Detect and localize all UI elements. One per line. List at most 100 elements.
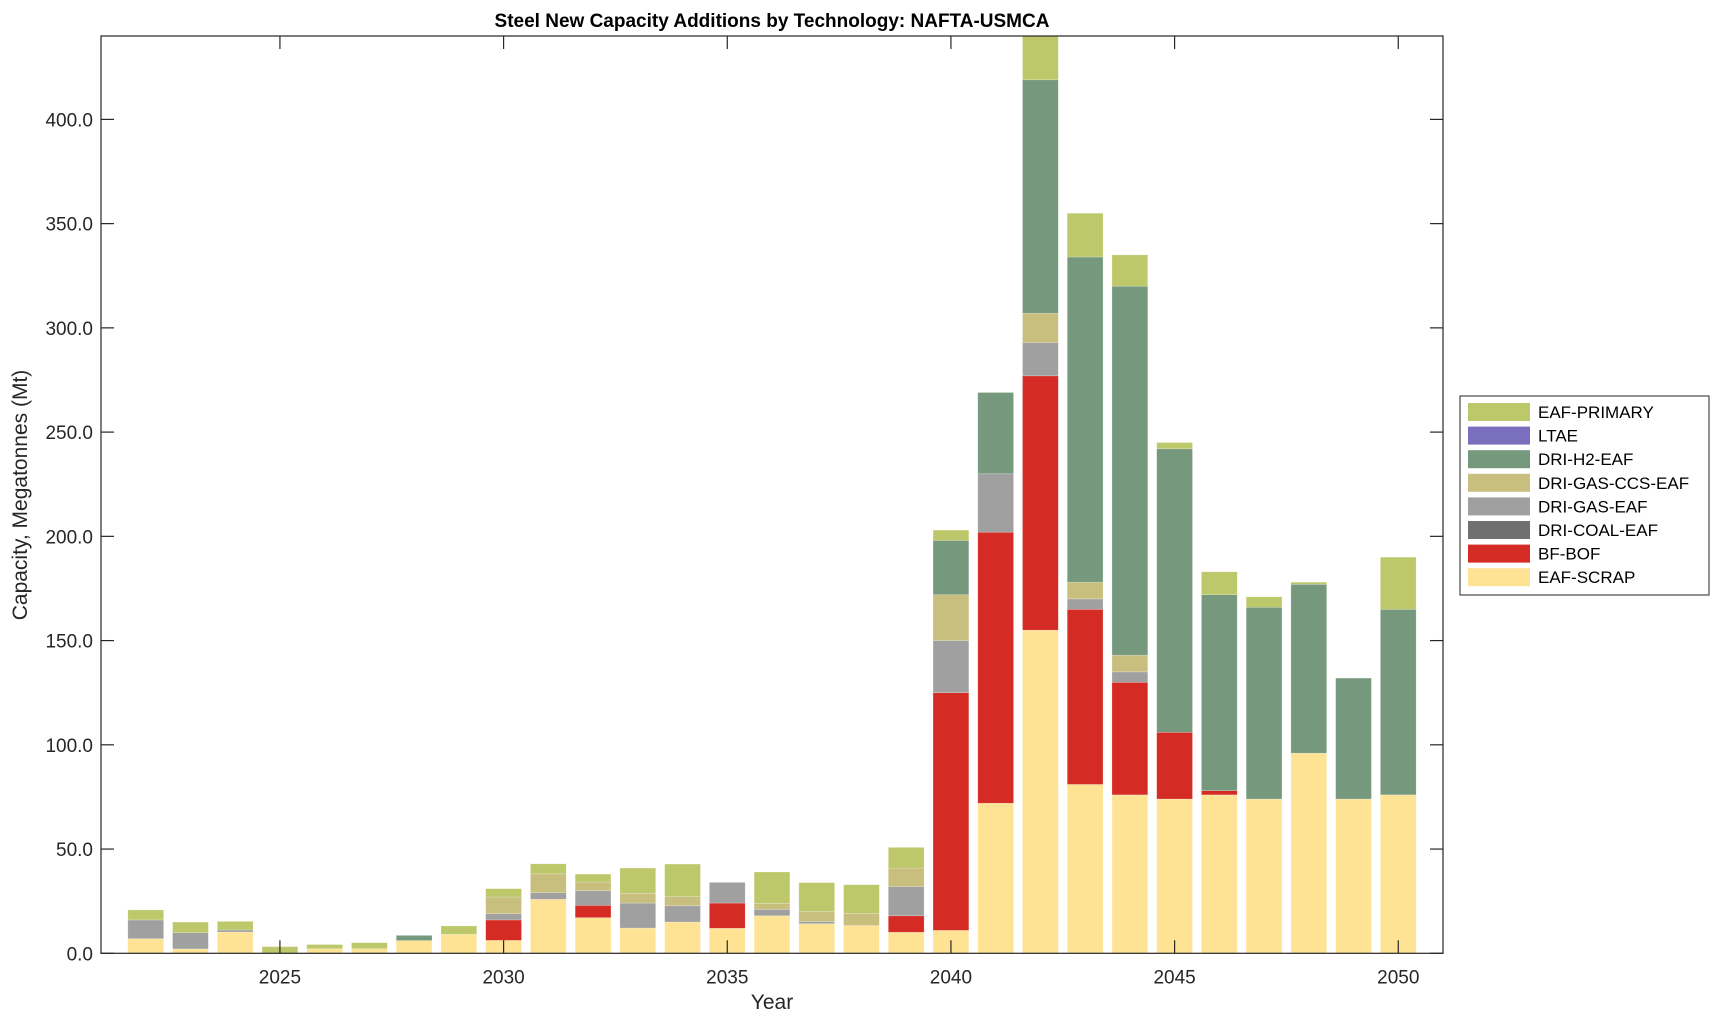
bar-segment-eaf-scrap-2033 bbox=[619, 927, 656, 954]
bar-segment-eaf-scrap-2046 bbox=[1201, 794, 1238, 954]
bar-segment-eaf-scrap-2029 bbox=[440, 934, 478, 954]
bar-segment-dri-gas-eaf-2032 bbox=[574, 890, 612, 906]
legend-label: DRI-COAL-EAF bbox=[1538, 521, 1658, 540]
x-tick-label: 2025 bbox=[259, 967, 301, 988]
y-tick-label: 100.0 bbox=[45, 736, 93, 757]
bar-segment-eaf-primary-2046 bbox=[1201, 571, 1238, 596]
bar-segment-eaf-primary-2048 bbox=[1290, 581, 1327, 585]
bar-segment-eaf-scrap-2049 bbox=[1335, 798, 1372, 954]
bar-segment-dri-gas-ccs-eaf-2044 bbox=[1111, 654, 1149, 673]
bar-segment-dri-gas-ccs-eaf-2040 bbox=[932, 594, 970, 641]
bar-segment-eaf-primary-2043 bbox=[1066, 212, 1104, 258]
bar-segment-eaf-primary-2022 bbox=[127, 909, 164, 921]
bar-segment-eaf-scrap-2028 bbox=[395, 940, 433, 954]
bar-segment-eaf-scrap-2027 bbox=[351, 948, 388, 954]
bar-segment-dri-gas-ccs-eaf-2037 bbox=[798, 911, 835, 922]
legend-swatch-dri-coal-eaf bbox=[1468, 521, 1530, 539]
bar-segment-dri-gas-eaf-2035 bbox=[709, 882, 746, 904]
bar-segment-eaf-scrap-2050 bbox=[1380, 794, 1417, 954]
legend-swatch-ltae bbox=[1468, 426, 1530, 445]
bar-segment-dri-h2-eaf-2044 bbox=[1111, 285, 1149, 656]
bar-segment-dri-h2-eaf-2042 bbox=[1022, 79, 1059, 314]
legend-swatch-eaf-primary bbox=[1468, 403, 1530, 421]
y-tick-label: 250.0 bbox=[45, 423, 93, 444]
bar-segment-dri-gas-eaf-2033 bbox=[619, 902, 656, 929]
bar-segment-dri-h2-eaf-2043 bbox=[1066, 256, 1104, 583]
bar-segment-dri-gas-ccs-eaf-2042 bbox=[1022, 312, 1059, 343]
bar-segment-bf-bof-2045 bbox=[1156, 732, 1193, 800]
legend-label: DRI-GAS-EAF bbox=[1538, 497, 1648, 516]
bar-segment-dri-gas-eaf-2030 bbox=[485, 913, 522, 921]
bar-segment-dri-h2-eaf-2040 bbox=[932, 540, 970, 596]
bar-segment-eaf-scrap-2024 bbox=[217, 931, 254, 954]
bar-segment-dri-gas-ccs-eaf-2038 bbox=[843, 912, 880, 926]
bar-segment-bf-bof-2041 bbox=[977, 531, 1014, 804]
legend-label: EAF-SCRAP bbox=[1538, 568, 1635, 587]
x-tick-label: 2035 bbox=[706, 967, 748, 988]
bar-segment-dri-gas-ccs-eaf-2033 bbox=[619, 892, 656, 904]
bar-segment-dri-gas-ccs-eaf-2031 bbox=[530, 873, 567, 893]
bar-segment-bf-bof-2039 bbox=[888, 915, 925, 933]
bar-segment-bf-bof-2046 bbox=[1201, 790, 1238, 796]
bar-segment-eaf-scrap-2047 bbox=[1245, 798, 1283, 954]
x-tick-label: 2030 bbox=[482, 967, 524, 988]
bar-segment-eaf-primary-2029 bbox=[440, 925, 478, 935]
bar-segment-eaf-scrap-2032 bbox=[574, 917, 612, 954]
bar-segment-bf-bof-2042 bbox=[1022, 375, 1059, 631]
bar-segment-eaf-primary-2027 bbox=[351, 942, 388, 950]
legend-swatch-dri-gas-ccs-eaf bbox=[1468, 473, 1530, 492]
bar-segment-dri-h2-eaf-2041 bbox=[977, 392, 1014, 475]
legend-label: EAF-PRIMARY bbox=[1538, 403, 1654, 422]
bar-segment-eaf-scrap-2026 bbox=[306, 948, 343, 954]
legend-label: LTAE bbox=[1538, 427, 1578, 446]
bar-segment-dri-gas-eaf-2031 bbox=[530, 892, 567, 900]
legend-swatch-eaf-scrap bbox=[1468, 568, 1530, 587]
bar-segment-dri-gas-ccs-eaf-2036 bbox=[753, 902, 791, 910]
y-tick-label: 400.0 bbox=[45, 110, 93, 131]
legend-label: BF-BOF bbox=[1538, 545, 1600, 564]
legend-swatch-dri-gas-eaf bbox=[1468, 497, 1530, 516]
bar-segment-bf-bof-2030 bbox=[485, 919, 522, 941]
bar-segment-dri-h2-eaf-2048 bbox=[1290, 583, 1327, 754]
bar-segment-eaf-primary-2040 bbox=[932, 529, 970, 541]
bar-segment-dri-gas-eaf-2041 bbox=[977, 473, 1014, 533]
bar-segment-dri-gas-ccs-eaf-2034 bbox=[664, 896, 701, 907]
bar-segment-eaf-primary-2024 bbox=[217, 921, 254, 931]
bar-segment-dri-h2-eaf-2047 bbox=[1245, 606, 1283, 800]
bar-segment-dri-gas-ccs-eaf-2039 bbox=[888, 867, 925, 887]
bar-segment-eaf-scrap-2036 bbox=[753, 915, 791, 954]
legend-label: DRI-GAS-CCS-EAF bbox=[1538, 474, 1689, 493]
bar-segment-dri-gas-eaf-2044 bbox=[1111, 671, 1149, 683]
bar-segment-eaf-primary-2033 bbox=[619, 867, 656, 894]
bar-segment-dri-gas-ccs-eaf-2032 bbox=[574, 881, 612, 892]
bar-segment-eaf-primary-2031 bbox=[530, 863, 567, 875]
bar-segment-eaf-scrap-2034 bbox=[664, 921, 701, 954]
bar-segment-eaf-primary-2030 bbox=[485, 888, 522, 898]
bar-segment-dri-gas-eaf-2024 bbox=[217, 929, 254, 933]
bar-segment-eaf-primary-2044 bbox=[1111, 254, 1149, 287]
bar-segment-dri-h2-eaf-2046 bbox=[1201, 594, 1238, 791]
bar-segment-eaf-primary-2039 bbox=[888, 847, 925, 869]
bar-segment-eaf-primary-2050 bbox=[1380, 556, 1417, 610]
bar-segment-dri-h2-eaf-2050 bbox=[1380, 609, 1417, 796]
legend-swatch-bf-bof bbox=[1468, 544, 1530, 563]
bar-segment-dri-gas-eaf-2040 bbox=[932, 640, 970, 694]
bar-segment-eaf-primary-2036 bbox=[753, 871, 791, 904]
y-tick-label: 150.0 bbox=[45, 632, 93, 653]
plot-area-frame bbox=[100, 35, 1444, 954]
bar-segment-eaf-scrap-2023 bbox=[172, 948, 209, 954]
bar-segment-bf-bof-2035 bbox=[709, 902, 746, 929]
bar-segment-dri-gas-eaf-2022 bbox=[127, 919, 164, 940]
bar-segment-bf-bof-2044 bbox=[1111, 681, 1149, 796]
bar-segment-eaf-primary-2034 bbox=[664, 863, 701, 897]
x-tick-label: 2050 bbox=[1377, 967, 1419, 988]
x-axis-label: Year bbox=[751, 991, 793, 1014]
bar-segment-eaf-scrap-2022 bbox=[127, 938, 164, 954]
y-axis-label: Capacity, Megatonnes (Mt) bbox=[9, 370, 32, 621]
legend-swatch-dri-h2-eaf bbox=[1468, 450, 1530, 469]
bar-segment-eaf-scrap-2041 bbox=[977, 802, 1014, 954]
y-tick-label: 200.0 bbox=[45, 527, 93, 548]
y-tick-label: 50.0 bbox=[56, 840, 93, 861]
bar-segment-eaf-scrap-2048 bbox=[1290, 752, 1327, 954]
x-tick-label: 2040 bbox=[930, 967, 972, 988]
